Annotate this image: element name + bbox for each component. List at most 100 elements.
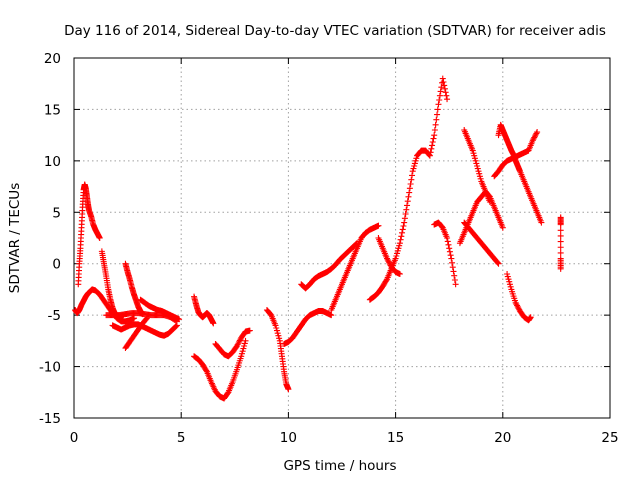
x-tick-label: 0 [70,430,79,446]
data-point [476,170,483,177]
y-tick-label: 10 [44,154,61,170]
data-point [407,181,414,187]
series-track-s [456,188,506,247]
data-point [495,260,502,267]
data-point [529,137,536,144]
data-point [401,219,408,226]
series-track-v [491,129,541,180]
data-point [393,253,400,259]
data-point [450,268,457,275]
data-point [427,149,434,156]
data-point [527,314,534,321]
series-track-i [191,293,217,327]
x-tick-label: 25 [601,430,618,446]
data-point [439,223,446,230]
data-point [392,255,399,262]
series-track-x [461,127,493,205]
x-tick-label: 10 [280,430,297,446]
data-point [210,320,217,327]
data-point [445,241,452,248]
data-point [432,121,439,128]
series-track-f [122,260,146,318]
data-point [474,165,481,172]
data-point [375,222,382,229]
data-point [538,219,545,226]
data-point [557,221,564,228]
data-point [409,168,416,175]
data-point [441,82,448,89]
data-point [272,322,279,329]
series-track-h [122,315,150,352]
series-track-k [212,327,253,360]
data-point [273,327,280,334]
data-point [400,223,407,229]
series-track-j [191,337,249,402]
data-point [557,244,564,251]
data-point [396,240,403,247]
data-point [473,160,480,167]
data-point [403,206,410,213]
data-point [172,323,179,330]
data-point [447,252,454,259]
data-point [285,386,292,393]
data-point [514,302,521,309]
data-point [267,311,274,318]
data-point [470,150,477,157]
data-point [143,316,150,323]
data-point [533,130,540,137]
chart-title: Day 116 of 2014, Sidereal Day-to-day VTE… [64,23,606,39]
data-point [143,315,150,322]
data-point [173,323,180,330]
data-point [428,145,435,152]
data-point [515,305,522,312]
data-point [394,250,401,257]
data-point [395,245,402,252]
series-track-a [72,286,138,325]
data-point [173,322,180,329]
x-tick-label: 20 [494,430,511,446]
data-point [476,173,483,180]
data-point [499,224,506,231]
data-point [475,168,482,175]
data-point [504,271,511,277]
data-point [443,92,450,99]
data-point [399,226,406,233]
y-tick-label: -10 [39,360,61,376]
data-point [557,227,564,234]
data-point [386,261,393,268]
data-point [404,198,411,205]
data-point [436,92,443,99]
series-track-t [461,219,502,267]
data-point [507,283,514,290]
series-track-n [328,222,382,313]
data-point [446,248,453,255]
series-track-r [431,219,459,288]
data-point [449,264,456,271]
data-point [444,238,451,245]
grid-lines [74,58,610,418]
series-track-c [98,248,127,321]
data-point [246,327,253,334]
data-point [452,281,459,288]
x-tick-label: 15 [387,430,404,446]
data-point [233,343,240,349]
data-point [176,316,183,323]
data-point [328,312,335,319]
data-point [512,299,519,306]
data-point [401,215,408,222]
data-point [557,265,564,272]
data-point [238,353,245,360]
data-point [534,129,541,136]
series-track-g [137,296,183,323]
data-point [449,259,456,266]
x-axis-label: GPS time / hours [283,458,396,474]
series-track-q [375,235,403,277]
data-point [439,75,446,82]
data-point [437,88,444,95]
data-point [406,185,413,192]
data-point [238,350,245,357]
data-point [384,256,391,263]
data-point [513,301,520,308]
data-point [486,199,493,205]
data-point [139,311,146,318]
